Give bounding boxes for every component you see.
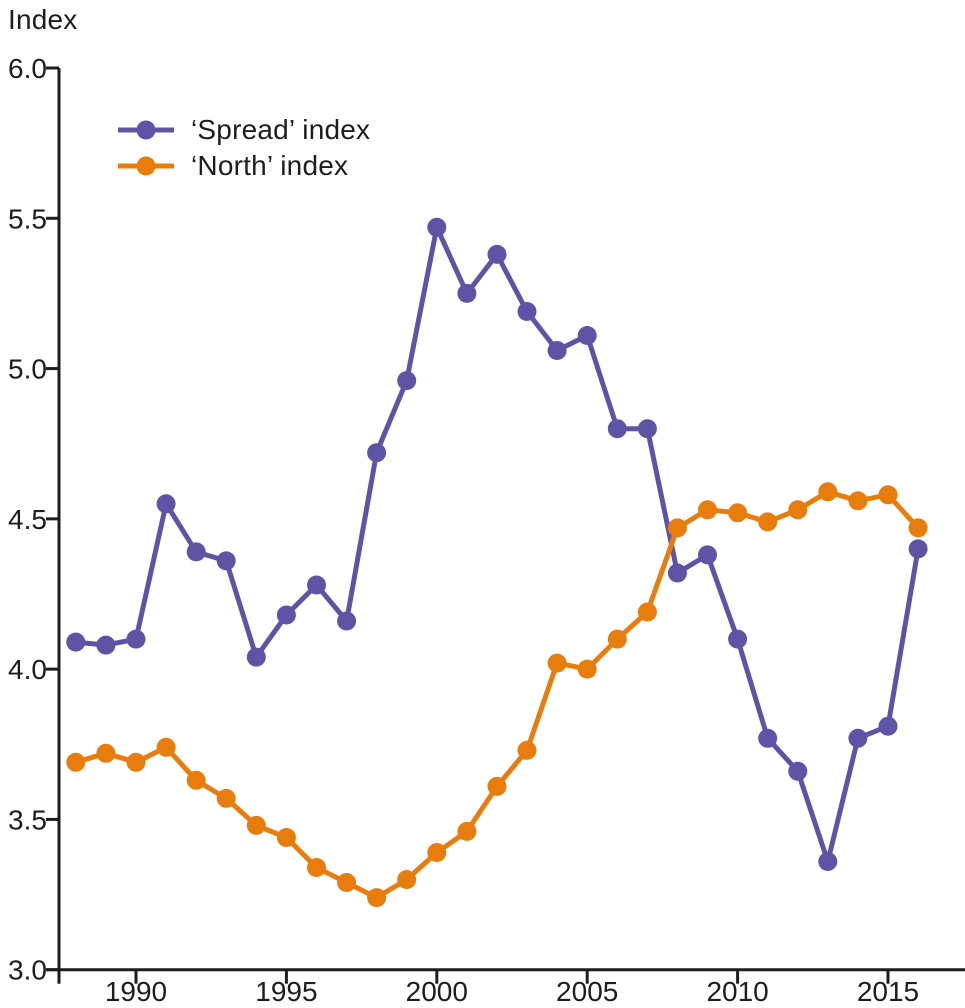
spread-index-marker bbox=[216, 551, 236, 571]
north-index-marker bbox=[66, 752, 86, 772]
spread-index-marker bbox=[397, 371, 417, 391]
legend-item-north-index: ‘North’ index bbox=[117, 149, 370, 181]
x-tick-label: 2015 bbox=[857, 976, 919, 1007]
spread-index-marker bbox=[788, 761, 808, 781]
north-index-marker bbox=[698, 500, 717, 520]
x-tick-label: 1995 bbox=[255, 976, 317, 1007]
spread-index-marker bbox=[276, 605, 296, 625]
x-tick-label: 2005 bbox=[556, 976, 618, 1007]
spread-index-marker bbox=[96, 635, 116, 655]
y-tick-label: 4.5 bbox=[8, 504, 47, 535]
north-index-marker bbox=[788, 500, 808, 520]
north-index-legend-marker bbox=[136, 156, 156, 175]
north-index-marker bbox=[276, 828, 296, 847]
legend-item-spread-index: ‘Spread’ index bbox=[117, 113, 371, 145]
north-index-marker bbox=[818, 482, 838, 502]
north-index-marker bbox=[96, 743, 116, 763]
y-tick-label: 5.0 bbox=[8, 354, 47, 385]
spread-index-marker bbox=[487, 244, 507, 264]
y-tick-label: 3.0 bbox=[8, 955, 47, 986]
spread-index-marker bbox=[878, 716, 898, 736]
north-index-marker bbox=[427, 843, 447, 862]
spread-index-marker bbox=[667, 563, 687, 583]
spread-index-marker bbox=[367, 443, 387, 463]
spread-index-marker bbox=[307, 575, 326, 595]
spread-index-marker bbox=[577, 326, 597, 345]
x-tick-label: 2000 bbox=[406, 976, 468, 1007]
north-index-marker bbox=[397, 870, 417, 889]
north-index-marker bbox=[457, 821, 477, 841]
y-tick-label: 5.5 bbox=[8, 203, 47, 234]
spread-index-marker bbox=[848, 728, 868, 748]
spread-index-marker bbox=[698, 545, 717, 565]
x-tick-label: 1990 bbox=[105, 976, 167, 1007]
north-index-marker bbox=[487, 776, 507, 796]
spread-index-marker bbox=[246, 647, 266, 667]
spread-index-marker bbox=[728, 629, 748, 649]
north-index-marker bbox=[246, 815, 266, 835]
y-tick-label: 4.0 bbox=[8, 654, 47, 685]
spread-index-marker bbox=[607, 419, 627, 439]
x-tick-label: 2010 bbox=[706, 976, 768, 1007]
legend-label-north-index: ‘North’ index bbox=[191, 149, 349, 181]
legend-label-spread-index: ‘Spread’ index bbox=[191, 113, 371, 145]
spread-index-marker bbox=[758, 728, 778, 748]
north-index-legend-swatch bbox=[118, 156, 174, 175]
spread-index-marker bbox=[427, 217, 447, 237]
y-axis-title: Index bbox=[8, 4, 78, 35]
north-index-marker bbox=[337, 873, 357, 892]
north-index-marker bbox=[667, 518, 687, 538]
spread-index-marker bbox=[186, 542, 206, 562]
north-index-marker bbox=[637, 602, 657, 622]
spread-index-marker bbox=[818, 852, 838, 871]
spread-index-marker bbox=[908, 539, 928, 559]
spread-index-marker bbox=[517, 302, 537, 321]
north-index-marker bbox=[156, 737, 176, 757]
north-index-marker bbox=[186, 770, 206, 790]
north-index-marker bbox=[517, 740, 537, 760]
spread-index-marker bbox=[66, 632, 86, 652]
north-index-marker bbox=[878, 485, 898, 505]
y-tick-label: 6.0 bbox=[8, 53, 47, 84]
north-index-marker bbox=[216, 788, 236, 808]
north-index-marker bbox=[367, 888, 387, 908]
north-index-marker bbox=[908, 518, 928, 538]
spread-index-marker bbox=[126, 629, 146, 649]
north-index-marker bbox=[728, 503, 748, 523]
north-index-marker bbox=[547, 653, 567, 673]
legend: ‘Spread’ index ‘North’ index bbox=[117, 113, 371, 181]
spread-index-marker bbox=[156, 494, 176, 514]
north-index-marker bbox=[577, 659, 597, 679]
spread-index-marker bbox=[337, 611, 357, 631]
y-tick-label: 3.5 bbox=[8, 804, 47, 835]
north-index-marker bbox=[758, 512, 778, 532]
north-index-marker bbox=[126, 752, 146, 772]
spread-index-legend-swatch bbox=[118, 120, 174, 139]
spread-index-marker bbox=[547, 341, 567, 360]
spread-index-marker bbox=[457, 283, 477, 303]
spread-index-marker bbox=[637, 419, 657, 439]
north-index-marker bbox=[307, 858, 326, 877]
north-index-marker bbox=[848, 491, 868, 511]
spread-index-legend-marker bbox=[136, 120, 156, 139]
north-index-marker bbox=[607, 629, 627, 649]
